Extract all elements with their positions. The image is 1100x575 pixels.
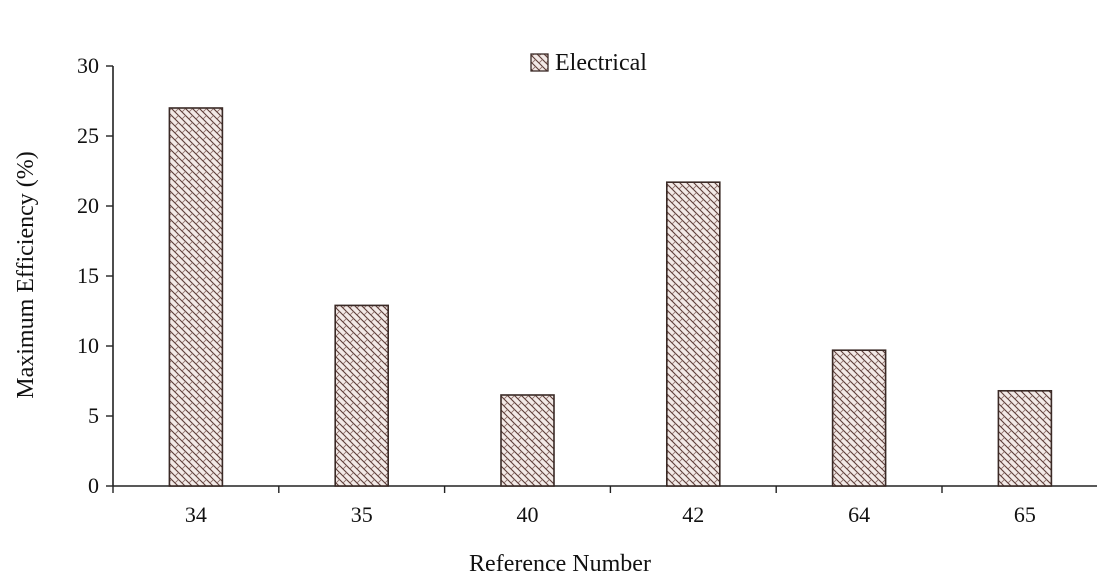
- y-tick-label: 0: [88, 473, 99, 498]
- y-tick-label: 30: [77, 53, 99, 78]
- y-axis-title: Maximum Efficiency (%): [13, 151, 39, 398]
- y-tick-label: 25: [77, 123, 99, 148]
- bar-42: [665, 181, 721, 487]
- x-tick-label: 40: [517, 502, 539, 527]
- bar-40: [500, 394, 555, 487]
- x-tick-label: 65: [1014, 502, 1036, 527]
- y-tick-label: 15: [77, 263, 99, 288]
- x-tick-label: 64: [848, 502, 870, 527]
- x-tick-label: 34: [185, 502, 207, 527]
- y-tick-label: 5: [88, 403, 99, 428]
- legend: Electrical: [530, 50, 647, 76]
- bar-35: [334, 304, 390, 487]
- x-tick-label: 35: [351, 502, 373, 527]
- bar-65: [997, 389, 1053, 487]
- y-tick-label: 20: [77, 193, 99, 218]
- bar-34: [168, 107, 224, 487]
- x-axis-title: Reference Number: [469, 551, 651, 575]
- x-tick-label: 42: [682, 502, 704, 527]
- y-tick-label: 10: [77, 333, 99, 358]
- legend-label: Electrical: [555, 50, 647, 76]
- plot-area: 0 5 10 15 20 25 30 34 35 40 42 64 65: [77, 53, 1097, 527]
- legend-swatch: [530, 53, 549, 72]
- bar-64: [831, 349, 887, 487]
